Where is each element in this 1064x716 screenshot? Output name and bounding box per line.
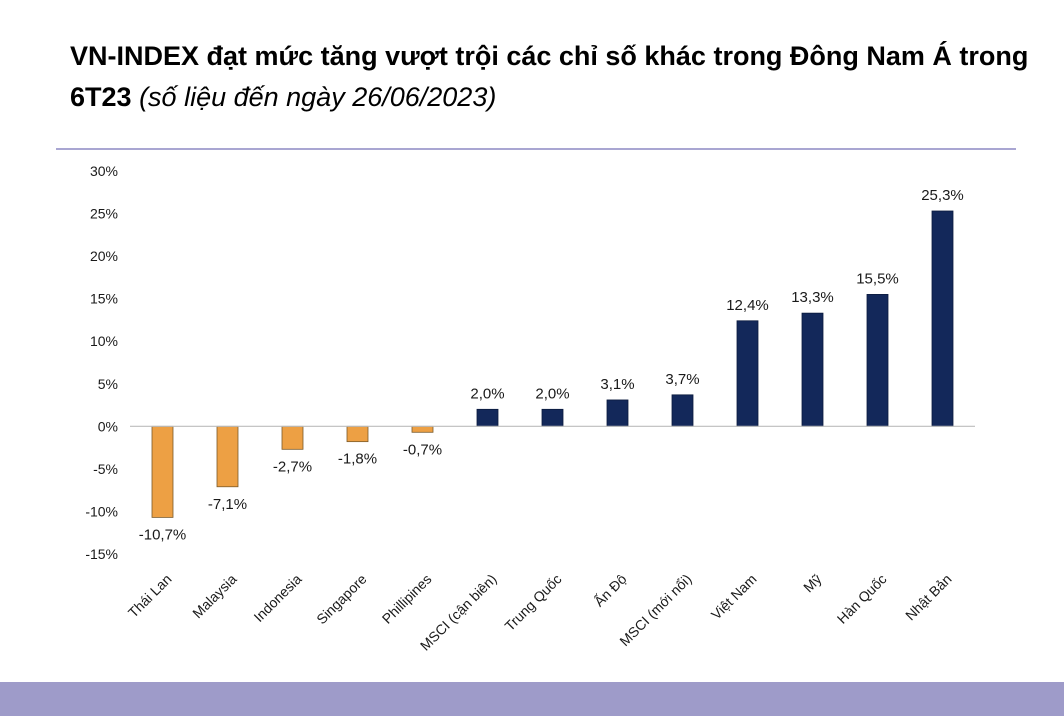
- bar-0: [151, 425, 174, 518]
- y-tick-label: 15%: [90, 291, 118, 307]
- bar-7: [606, 399, 629, 427]
- y-tick-label: -15%: [85, 546, 118, 562]
- x-axis: Thái Lan Malaysia Indonesia Singapore Philli…: [125, 425, 975, 654]
- x-tick-label: Hàn Quốc: [834, 571, 890, 627]
- x-tick-label: Singapore: [313, 571, 370, 628]
- bar-2: [281, 425, 304, 450]
- chart-title-note: (số liệu đến ngày 26/06/2023): [139, 82, 497, 112]
- value-label: 2,0%: [470, 385, 504, 402]
- value-labels: -10,7% -7,1% -2,7% -1,8% -0,7% 2,0% 2,0% 3,1% 3,…: [139, 187, 964, 543]
- value-label: -10,7%: [139, 526, 187, 543]
- x-tick-label: Trung Quốc: [501, 571, 564, 634]
- bar-10: [801, 312, 824, 427]
- chart-title-main: VN-INDEX đạt mức tăng vượt trội các chỉ …: [70, 41, 1029, 112]
- value-label: 2,0%: [535, 385, 569, 402]
- chart-title: VN-INDEX đạt mức tăng vượt trội các chỉ …: [70, 36, 1030, 118]
- value-label: 15,5%: [856, 270, 899, 287]
- y-tick-label: -5%: [93, 461, 118, 477]
- bar-5: [476, 408, 499, 427]
- value-label: 12,4%: [726, 297, 769, 314]
- bar-6: [541, 408, 564, 427]
- value-label: -0,7%: [403, 441, 442, 458]
- value-label: -2,7%: [273, 458, 312, 475]
- value-label: 13,3%: [791, 289, 834, 306]
- x-tick-label: Indonesia: [250, 571, 304, 625]
- y-tick-label: 5%: [98, 376, 118, 392]
- x-tick-label: Malaysia: [189, 571, 240, 622]
- bar-3: [346, 425, 369, 443]
- y-tick-label: 0%: [98, 418, 118, 434]
- x-tick-label: Nhật Bản: [902, 571, 955, 624]
- x-tick-label: Phillipines: [379, 571, 435, 627]
- title-divider: [56, 148, 1016, 150]
- value-label: -7,1%: [208, 496, 247, 513]
- x-tick-label: Mỹ: [800, 571, 825, 596]
- y-axis: 30% 25% 20% 15% 10% 5% 0% -5% -10% -15%: [85, 163, 118, 562]
- footer-band: [0, 682, 1064, 716]
- bars: [151, 210, 954, 518]
- bar-4: [411, 425, 434, 433]
- x-tick-label: Thái Lan: [125, 571, 175, 621]
- y-tick-label: 30%: [90, 163, 118, 179]
- y-tick-label: 20%: [90, 248, 118, 264]
- y-tick-label: 25%: [90, 206, 118, 222]
- value-label: -1,8%: [338, 451, 377, 468]
- y-tick-label: -10%: [85, 503, 118, 519]
- value-label: 25,3%: [921, 187, 964, 204]
- x-tick-label: Việt Nam: [708, 571, 760, 623]
- bar-1: [216, 425, 239, 488]
- x-tick-label: Ấn Độ: [591, 571, 630, 610]
- y-tick-label: 10%: [90, 333, 118, 349]
- value-label: 3,1%: [600, 376, 634, 393]
- bar-9: [736, 320, 759, 427]
- bar-11: [866, 294, 889, 427]
- value-label: 3,7%: [665, 371, 699, 388]
- bar-8: [671, 394, 694, 427]
- bar-12: [931, 210, 954, 427]
